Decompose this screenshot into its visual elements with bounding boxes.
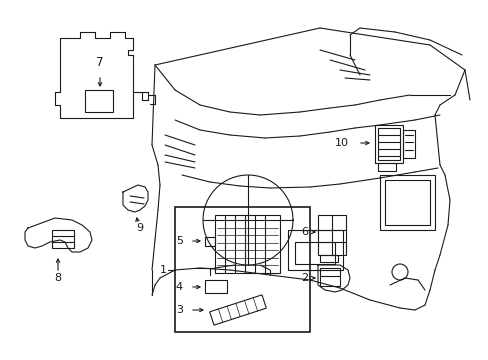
Bar xyxy=(287,230,342,270)
Bar xyxy=(374,125,402,163)
Bar xyxy=(402,130,414,158)
Text: 4: 4 xyxy=(176,282,183,292)
Bar xyxy=(384,180,429,225)
Text: 7: 7 xyxy=(96,55,103,68)
Bar xyxy=(377,163,395,171)
Text: 9: 9 xyxy=(136,223,143,233)
Bar xyxy=(319,268,339,286)
Text: 1: 1 xyxy=(159,265,166,275)
Bar xyxy=(204,280,226,293)
Bar xyxy=(52,230,74,248)
Text: 10: 10 xyxy=(334,138,348,148)
Bar xyxy=(294,242,334,264)
Text: 6: 6 xyxy=(301,227,307,237)
Text: 3: 3 xyxy=(176,305,183,315)
Bar xyxy=(204,237,215,246)
Bar xyxy=(319,255,337,262)
Bar xyxy=(215,215,280,273)
Bar xyxy=(85,90,113,112)
Bar xyxy=(175,207,309,332)
Bar xyxy=(377,128,399,160)
Text: 8: 8 xyxy=(54,273,61,283)
Text: 2: 2 xyxy=(300,273,307,283)
Bar xyxy=(379,175,434,230)
Text: 5: 5 xyxy=(176,236,183,246)
Bar xyxy=(317,215,346,255)
